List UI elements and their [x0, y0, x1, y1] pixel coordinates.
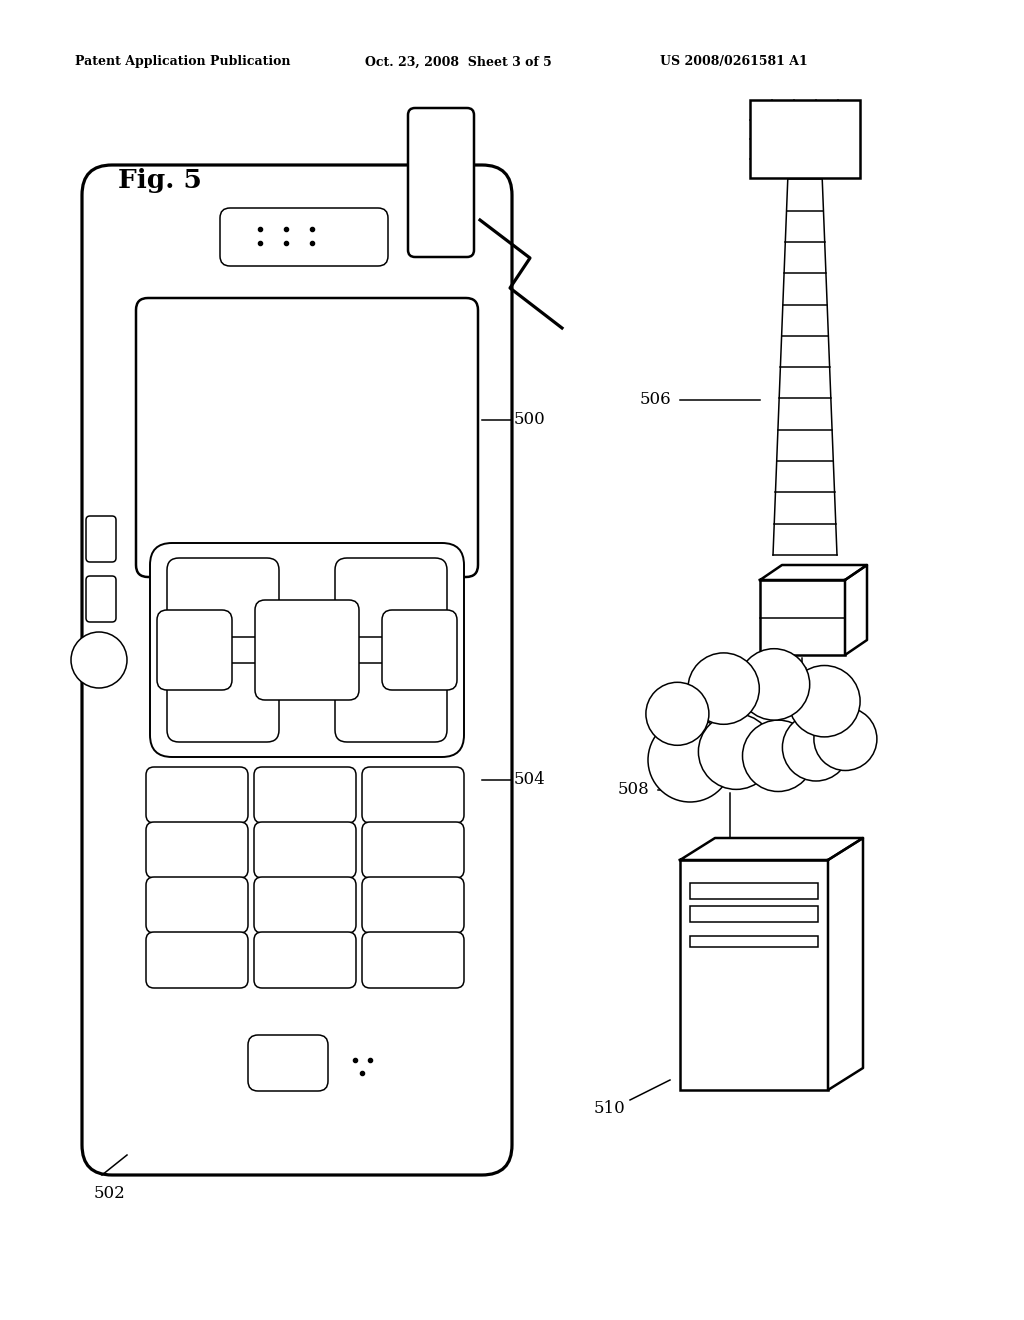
- Circle shape: [742, 721, 814, 792]
- FancyBboxPatch shape: [335, 663, 447, 742]
- FancyBboxPatch shape: [254, 932, 356, 987]
- Circle shape: [646, 682, 709, 746]
- Polygon shape: [760, 565, 867, 579]
- Circle shape: [688, 653, 760, 725]
- Text: 502: 502: [94, 1185, 126, 1203]
- Text: Oct. 23, 2008  Sheet 3 of 5: Oct. 23, 2008 Sheet 3 of 5: [365, 55, 552, 69]
- Text: US 2008/0261581 A1: US 2008/0261581 A1: [660, 55, 808, 69]
- Circle shape: [814, 708, 877, 771]
- Text: Fig. 5: Fig. 5: [118, 168, 202, 193]
- FancyBboxPatch shape: [146, 767, 248, 822]
- Bar: [760, 579, 845, 655]
- FancyBboxPatch shape: [362, 767, 464, 822]
- FancyBboxPatch shape: [167, 558, 279, 638]
- FancyBboxPatch shape: [362, 932, 464, 987]
- Text: 508: 508: [618, 781, 650, 799]
- Bar: [690, 883, 818, 899]
- FancyBboxPatch shape: [254, 822, 356, 878]
- FancyBboxPatch shape: [254, 767, 356, 822]
- FancyBboxPatch shape: [335, 558, 447, 638]
- Bar: [690, 906, 818, 923]
- FancyBboxPatch shape: [82, 165, 512, 1175]
- Text: Patent Application Publication: Patent Application Publication: [75, 55, 291, 69]
- Circle shape: [648, 718, 732, 803]
- Bar: [680, 861, 828, 1090]
- Polygon shape: [680, 838, 863, 861]
- Circle shape: [738, 648, 810, 721]
- FancyBboxPatch shape: [150, 543, 464, 756]
- FancyBboxPatch shape: [86, 516, 116, 562]
- Circle shape: [782, 714, 850, 781]
- Bar: [750, 100, 860, 178]
- Polygon shape: [828, 838, 863, 1090]
- FancyBboxPatch shape: [146, 876, 248, 933]
- Text: 510: 510: [593, 1100, 625, 1117]
- Text: 506: 506: [640, 392, 672, 408]
- Text: 504: 504: [514, 771, 546, 788]
- Text: 500: 500: [514, 412, 546, 429]
- Polygon shape: [845, 565, 867, 655]
- FancyBboxPatch shape: [146, 932, 248, 987]
- FancyBboxPatch shape: [254, 876, 356, 933]
- FancyBboxPatch shape: [408, 108, 474, 257]
- FancyBboxPatch shape: [167, 663, 279, 742]
- Circle shape: [71, 632, 127, 688]
- Circle shape: [788, 665, 860, 737]
- FancyBboxPatch shape: [136, 298, 478, 577]
- Circle shape: [698, 714, 774, 789]
- FancyBboxPatch shape: [382, 610, 457, 690]
- FancyBboxPatch shape: [362, 822, 464, 878]
- FancyBboxPatch shape: [86, 576, 116, 622]
- Bar: [690, 936, 818, 948]
- FancyBboxPatch shape: [157, 610, 232, 690]
- FancyBboxPatch shape: [248, 1035, 328, 1092]
- FancyBboxPatch shape: [362, 876, 464, 933]
- FancyBboxPatch shape: [220, 209, 388, 267]
- FancyBboxPatch shape: [146, 822, 248, 878]
- FancyBboxPatch shape: [255, 601, 359, 700]
